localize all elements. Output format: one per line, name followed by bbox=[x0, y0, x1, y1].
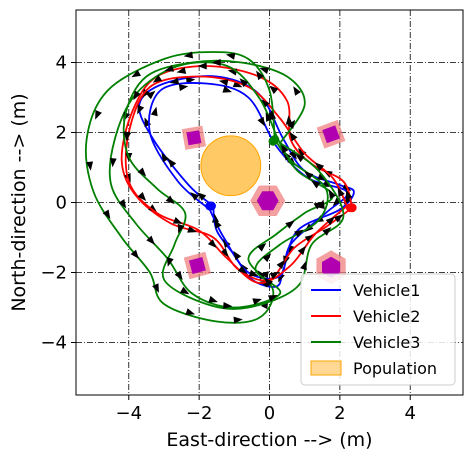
x-tick-label: −4 bbox=[115, 403, 142, 424]
y-axis-label: North-direction --> (m) bbox=[8, 93, 30, 311]
x-tick-label: −2 bbox=[186, 403, 213, 424]
y-tick-label: 4 bbox=[56, 53, 67, 74]
legend-label: Vehicle1 bbox=[353, 281, 420, 300]
legend-label: Population bbox=[353, 359, 437, 378]
x-axis-label: East-direction --> (m) bbox=[166, 429, 372, 451]
x-tick-label: 0 bbox=[264, 403, 275, 424]
obstacle bbox=[186, 130, 201, 145]
x-tick-label: 4 bbox=[405, 403, 416, 424]
legend-label: Vehicle3 bbox=[353, 333, 420, 352]
x-tick-label: 2 bbox=[334, 403, 345, 424]
y-tick-label: −4 bbox=[40, 333, 67, 354]
trajectory-end-marker bbox=[269, 137, 278, 146]
y-tick-label: 2 bbox=[56, 123, 67, 144]
y-tick-label: −2 bbox=[40, 263, 67, 284]
y-tick-label: 0 bbox=[56, 193, 67, 214]
population-region bbox=[201, 136, 261, 196]
legend-label: Vehicle2 bbox=[353, 307, 420, 326]
legend-swatch-patch bbox=[311, 361, 341, 375]
trajectory-end-marker bbox=[207, 202, 216, 211]
trajectory-end-marker bbox=[346, 203, 355, 212]
legend: Vehicle1 Vehicle2 Vehicle3 Population bbox=[301, 274, 455, 385]
